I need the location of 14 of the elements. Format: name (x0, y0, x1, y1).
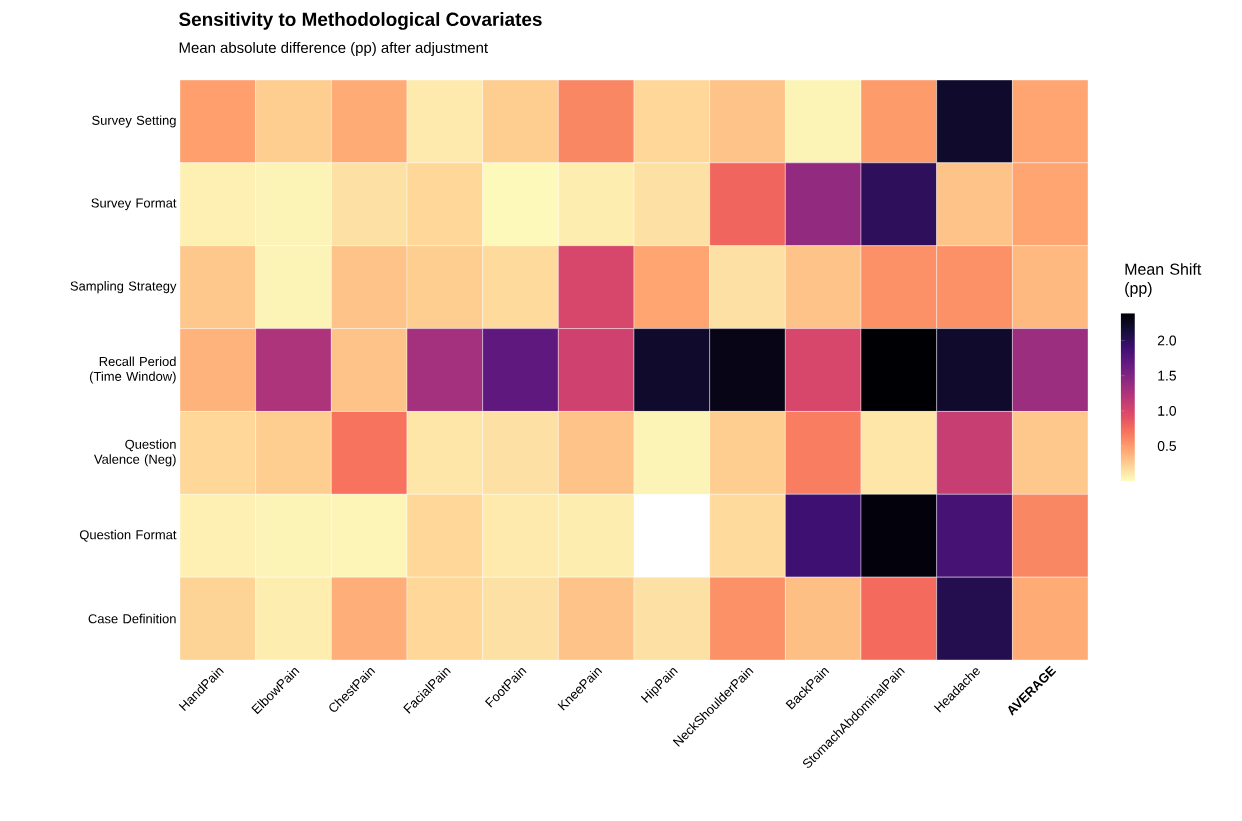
y-tick-label: Recall Period (Time Window) (89, 356, 176, 384)
y-tick-label: Question Format (79, 529, 177, 542)
y-tick-label: Sampling Strategy (70, 281, 177, 294)
color-bar-label: 1.5 (1158, 370, 1177, 381)
color-bar-label: 0.5 (1157, 441, 1177, 451)
chart-title: Sensitivity to Methodological Covariates (179, 12, 542, 30)
y-tick-label: Survey Format (91, 198, 177, 211)
y-tick-label: Survey Setting (92, 115, 176, 128)
color-bar-title: Mean Shift (pp) (1125, 263, 1202, 297)
color-bar-label: 2.0 (1157, 335, 1177, 346)
y-tick-label: Case Definition (88, 613, 176, 624)
chart-subtitle: Mean absolute difference (pp) after adjustment (179, 42, 488, 56)
y-tick-label: Question Valence (Neg) (94, 439, 176, 467)
color-bar-label: 1.0 (1158, 405, 1177, 416)
